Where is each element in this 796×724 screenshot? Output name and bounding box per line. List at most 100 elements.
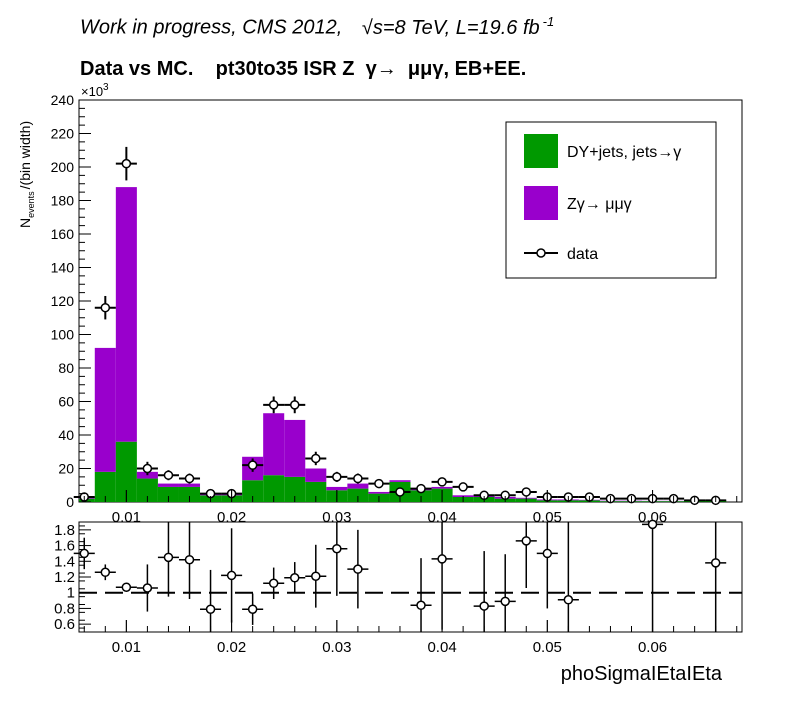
legend-label: Zγ→ μμγ <box>567 196 632 213</box>
ratio-point <box>705 522 727 632</box>
data-point <box>452 482 474 492</box>
legend-swatch <box>524 186 558 220</box>
ratio-marker <box>311 571 321 581</box>
ratio-y-tick-label: 1.8 <box>54 522 75 539</box>
y-tick-label: 240 <box>51 92 75 108</box>
ratio-x-tick-label: 0.03 <box>322 639 351 656</box>
data-point <box>494 490 516 501</box>
bar-zg-12 <box>326 486 348 491</box>
data-point <box>305 451 327 466</box>
bar-zg-11 <box>305 468 327 482</box>
ratio-point <box>326 522 348 596</box>
ratio-marker <box>121 582 132 592</box>
y-tick-label: 100 <box>51 327 75 343</box>
ratio-point <box>410 558 432 632</box>
ratio-marker <box>226 570 237 581</box>
main-x-tick-label: 0.04 <box>427 509 456 526</box>
bar-dy-13 <box>347 488 369 502</box>
ratio-marker <box>521 536 532 546</box>
ratio-marker <box>500 596 510 607</box>
data-marker <box>142 463 153 474</box>
data-marker <box>163 470 174 480</box>
bar-dy-11 <box>305 481 327 502</box>
data-marker <box>437 477 447 487</box>
ratio-x-tick-label: 0.05 <box>533 639 562 656</box>
ratio-marker <box>710 558 721 568</box>
bar-dy-5 <box>178 486 201 502</box>
data-point <box>326 471 348 482</box>
data-marker <box>521 487 532 497</box>
ratio-marker <box>289 573 300 583</box>
y-tick-label: 220 <box>51 126 75 142</box>
data-point <box>473 490 495 501</box>
ratio-marker <box>142 583 153 593</box>
main-x-tick-label: 0.03 <box>322 509 351 526</box>
ratio-marker <box>163 552 174 563</box>
ratio-marker <box>79 548 90 559</box>
data-marker <box>311 453 321 464</box>
y-tick-label: 80 <box>58 360 74 376</box>
ratio-point <box>200 569 222 632</box>
data-point <box>157 470 179 481</box>
data-point <box>242 458 264 472</box>
ratio-point <box>73 537 95 570</box>
main-x-tick-label: 0.02 <box>217 509 246 526</box>
data-point <box>178 473 201 484</box>
ratio-point <box>136 564 158 612</box>
ratio-marker <box>100 567 111 578</box>
bar-dy-10 <box>284 476 306 502</box>
y-tick-label: 160 <box>51 226 75 242</box>
ratio-y-tick-label: 1.2 <box>54 569 75 586</box>
bar-zg-13 <box>347 483 369 489</box>
ratio-plot-frame <box>78 521 743 633</box>
ratio-x-tick-label: 0.04 <box>427 639 456 656</box>
y-tick-label: 40 <box>58 427 74 443</box>
bar-zg-17 <box>431 486 453 489</box>
ratio-point <box>642 519 664 632</box>
ratio-point <box>494 554 516 632</box>
y-multiplier-exp: 3 <box>103 82 109 93</box>
ratio-point <box>115 582 137 592</box>
data-point <box>284 396 306 414</box>
x-axis-label: phoSigmaIEtaIEta <box>561 663 723 685</box>
data-marker <box>268 400 279 410</box>
legend-label-data: data <box>567 246 598 263</box>
bar-zg-4 <box>157 483 179 487</box>
data-point <box>94 295 116 320</box>
data-marker <box>458 482 468 492</box>
header-line1: Work in progress, CMS 2012, √s=8 TeV, L=… <box>80 14 554 40</box>
ratio-point <box>94 564 116 581</box>
data-point <box>263 396 285 414</box>
bar-dy-9 <box>263 475 285 502</box>
data-marker <box>289 400 300 410</box>
legend-label: DY+jets, jets→γ <box>567 144 681 161</box>
data-point <box>347 473 369 484</box>
ratio-marker <box>205 604 216 614</box>
legend-swatch <box>524 134 558 168</box>
plot-title: Data vs MC. pt30to35 ISR Z γ→ μμγ, EB+EE… <box>80 58 527 80</box>
header-experiment: Work in progress, CMS 2012, <box>80 16 343 39</box>
data-point <box>410 483 432 494</box>
y-tick-label: 0 <box>66 494 74 510</box>
ratio-marker <box>247 604 258 614</box>
ratio-x-tick-label: 0.02 <box>217 639 246 656</box>
ratio-point <box>178 522 201 599</box>
bar-dy-8 <box>242 480 264 502</box>
ratio-marker <box>416 600 426 611</box>
data-marker <box>184 473 195 484</box>
data-point <box>431 477 453 487</box>
y-multiplier: ×10 <box>81 84 103 99</box>
ratio-marker <box>268 578 279 589</box>
bar-zg-14 <box>368 491 390 494</box>
ratio-point <box>557 522 579 632</box>
bar-zg-2 <box>115 187 137 442</box>
ratio-marker <box>332 543 342 554</box>
ratio-x-tick-label: 0.06 <box>638 639 667 656</box>
ratio-point <box>221 528 243 623</box>
ratio-marker <box>542 548 553 559</box>
ratio-point <box>157 522 179 597</box>
data-point <box>368 478 390 489</box>
ratio-y-tick-label: 0.6 <box>54 616 75 633</box>
ratio-point <box>536 522 558 609</box>
